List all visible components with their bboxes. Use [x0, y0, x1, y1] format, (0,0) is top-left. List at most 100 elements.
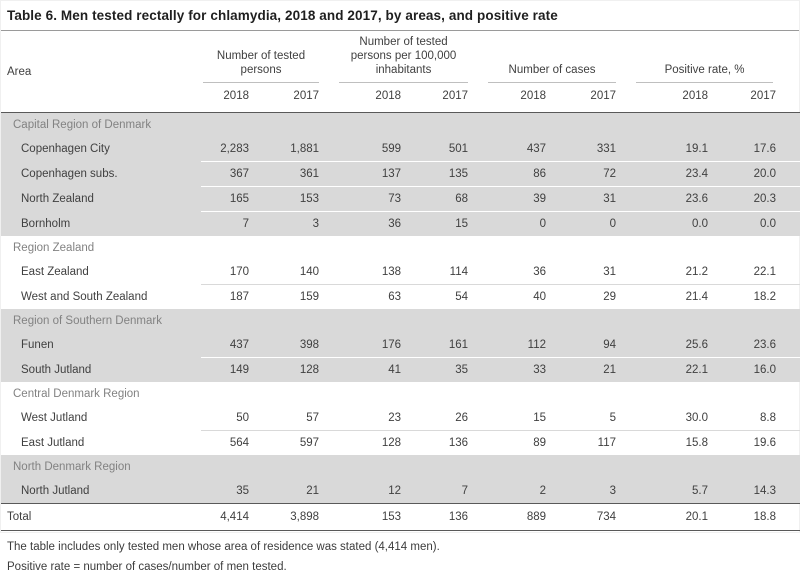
area-cell: West Jutland: [21, 412, 88, 425]
year-header: 2018: [201, 83, 261, 113]
area-cell: North Jutland: [1, 479, 201, 504]
value-cell: 597: [299, 437, 320, 449]
data-table: Area Number of tested persons Number of …: [1, 31, 800, 531]
value-cell: 39: [480, 186, 559, 212]
value-cell: 23: [331, 406, 414, 431]
value-cell: 72: [558, 161, 629, 187]
value-cell: 36: [480, 260, 559, 285]
value-cell: 31: [558, 186, 629, 212]
value-cell: 19.1: [628, 137, 721, 162]
area-column-header: Area: [1, 31, 201, 113]
table-row: South Jutland 149 128 41 35 33 21 22.1 16.0: [1, 357, 800, 382]
value-cell: 437: [201, 333, 261, 358]
value-cell: 40: [533, 291, 547, 303]
section-name: Region Zealand: [13, 242, 95, 254]
value-cell: 114: [413, 260, 481, 285]
value-cell: 23.6: [628, 186, 721, 212]
section-header-row: Region Zealand: [1, 236, 800, 260]
value-cell: 2,283: [201, 137, 261, 162]
value-cell: 501: [413, 137, 481, 162]
value-cell: 68: [413, 186, 481, 212]
value-cell: 36: [331, 211, 414, 236]
value-cell: 398: [261, 333, 332, 358]
value-cell: 54: [455, 291, 469, 303]
value-cell: 63: [388, 291, 402, 303]
total-value-cell: 20.1: [628, 503, 721, 531]
value-cell: 89: [533, 437, 547, 449]
value-cell: 30.0: [628, 406, 721, 431]
value-cell: 15: [480, 406, 559, 431]
value-cell: 5: [558, 406, 629, 431]
value-cell: 176: [331, 333, 414, 358]
value-cell: 1,881: [261, 137, 332, 162]
year-header: 2018: [331, 83, 414, 113]
year-header: 2017: [558, 83, 629, 113]
value-cell: 112: [480, 333, 559, 358]
value-cell: 41: [331, 357, 414, 382]
table-title: Table 6. Men tested rectally for chlamyd…: [1, 1, 799, 31]
table-row: East Zealand 170 140 138 114 36 31 21.2 22.1: [1, 260, 800, 285]
value-cell: 331: [558, 137, 629, 162]
value-cell: 7: [413, 479, 481, 504]
table-header: Area Number of tested persons Number of …: [1, 31, 800, 113]
column-group-label: Number of cases: [488, 59, 617, 83]
column-group-per-100000: Number of tested persons per 100,000 inh…: [331, 31, 480, 83]
table-row: North Zealand 165 153 73 68 39 31 23.6 20.3: [1, 186, 800, 212]
value-cell: 0.0: [628, 211, 721, 236]
table-row: Copenhagen City 2,283 1,881 599 501 437 331 19.…: [1, 137, 800, 162]
total-value-cell: 734: [558, 503, 629, 531]
section-name: Central Denmark Region: [13, 388, 140, 400]
footnote-line: The table includes only tested men whose…: [7, 541, 440, 553]
value-cell: 7: [201, 211, 261, 236]
area-cell: East Zealand: [21, 266, 89, 279]
column-group-label: Number of tested persons per 100,000 inh…: [339, 31, 469, 83]
table-row: Copenhagen subs. 367 361 137 135 86 72 23.4 20.0: [1, 161, 800, 187]
area-cell: North Zealand: [1, 186, 201, 212]
table-row: West Jutland 50 57 23 26 15 5 30.0 8.8: [1, 406, 800, 431]
year-header: 2017: [720, 83, 800, 113]
value-cell: 31: [558, 260, 629, 285]
value-cell: 57: [261, 406, 332, 431]
total-label: Total: [1, 503, 201, 531]
value-cell: 15: [413, 211, 481, 236]
area-cell: Copenhagen City: [1, 137, 201, 162]
section-header-row: Central Denmark Region: [1, 382, 800, 406]
value-cell: 35: [201, 479, 261, 504]
value-cell: 18.2: [753, 291, 777, 303]
column-group-label: Number of tested persons: [203, 45, 320, 83]
year-header-row: 2018 2017 2018 2017 2018 2017 2018 2017: [1, 83, 800, 113]
value-cell: 138: [331, 260, 414, 285]
table-footer: Total 4,414 3,898 153 136 889 734 20.1 1…: [1, 503, 800, 531]
total-value-cell: 18.8: [720, 503, 800, 531]
table-row: Bornholm 7 3 36 15 0 0 0.0 0.0: [1, 211, 800, 236]
value-cell: 153: [261, 186, 332, 212]
table-row: North Jutland 35 21 12 7 2 3 5.7 14.3: [1, 479, 800, 504]
value-cell: 94: [558, 333, 629, 358]
value-cell: 128: [261, 357, 332, 382]
area-cell: South Jutland: [1, 357, 201, 382]
column-group-cases: Number of cases: [480, 31, 628, 83]
value-cell: 21.4: [685, 291, 709, 303]
value-cell: 22.1: [628, 357, 721, 382]
table-body: Capital Region of Denmark Copenhagen City…: [1, 112, 800, 504]
total-value-cell: 3,898: [261, 503, 332, 531]
value-cell: 15.8: [685, 437, 709, 449]
value-cell: 3: [261, 211, 332, 236]
area-cell: Copenhagen subs.: [1, 161, 201, 187]
value-cell: 361: [261, 161, 332, 187]
value-cell: 367: [201, 161, 261, 187]
year-header: 2017: [413, 83, 481, 113]
column-group-tested-persons: Number of tested persons: [201, 31, 331, 83]
value-cell: 128: [381, 437, 402, 449]
value-cell: 117: [597, 437, 617, 449]
total-row: Total 4,414 3,898 153 136 889 734 20.1 1…: [1, 503, 800, 531]
column-group-row: Area Number of tested persons Number of …: [1, 31, 800, 113]
value-cell: 8.8: [720, 406, 800, 431]
value-cell: 14.3: [720, 479, 800, 504]
section-header-row: North Denmark Region: [1, 455, 800, 479]
value-cell: 23.6: [720, 333, 800, 358]
value-cell: 19.6: [753, 437, 777, 449]
value-cell: 161: [413, 333, 481, 358]
value-cell: 2: [480, 479, 559, 504]
